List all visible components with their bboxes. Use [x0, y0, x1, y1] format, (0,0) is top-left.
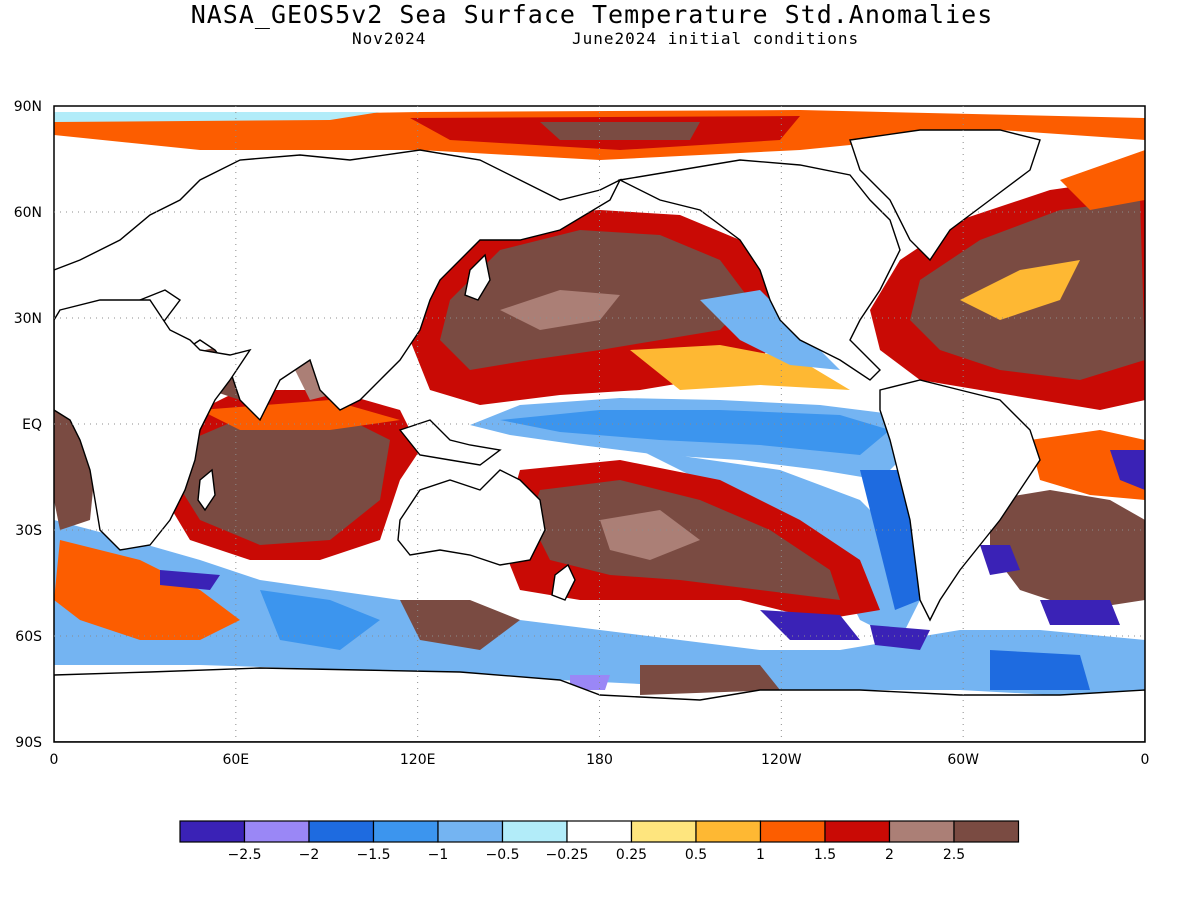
land-south-america — [879, 379, 1041, 622]
legend-swatch — [437, 820, 504, 843]
lat-tick-label: 90S — [15, 735, 42, 751]
legend-swatch — [695, 820, 762, 843]
longitude-labels: 0 60E 120E 180 120W 60W 0 — [50, 752, 1150, 768]
legend-label: 2.5 — [943, 847, 965, 863]
legend-swatch — [953, 820, 1020, 843]
legend-swatch — [888, 820, 955, 843]
legend-label: 2 — [885, 847, 894, 863]
legend-label: 0.25 — [616, 847, 647, 863]
lat-tick-label: 90N — [14, 99, 42, 115]
lat-tick-label: 30S — [15, 523, 42, 539]
land-madagascar — [197, 468, 216, 512]
land-africa — [54, 299, 252, 551]
legend-label: −1 — [428, 847, 449, 863]
lat-tick-label: 30N — [14, 311, 42, 327]
lat-tick-label: EQ — [22, 417, 42, 433]
legend-label: −0.5 — [486, 847, 520, 863]
legend-swatch — [501, 820, 568, 843]
legend-label: −0.25 — [546, 847, 589, 863]
latitude-labels: 90N 60N 30N EQ 30S 60S 90S — [14, 99, 42, 751]
legend-swatch — [759, 820, 826, 843]
lon-tick-label: 60E — [222, 752, 249, 768]
lon-tick-label: 120W — [761, 752, 802, 768]
land-antarctica — [54, 667, 1145, 742]
lon-tick-label: 120E — [400, 752, 436, 768]
land-japan — [464, 253, 491, 301]
lon-tick-label: 0 — [1141, 752, 1150, 768]
initial-conditions: June2024 initial conditions — [572, 29, 860, 48]
legend-label: −2.5 — [228, 847, 262, 863]
lon-tick-label: 0 — [50, 752, 59, 768]
legend-swatch — [630, 820, 697, 843]
legend-label: 1.5 — [814, 847, 836, 863]
legend-label: −1.5 — [357, 847, 391, 863]
legend-swatch — [566, 820, 633, 843]
lat-tick-label: 60S — [15, 629, 42, 645]
legend-swatch — [308, 820, 375, 843]
legend-swatch — [372, 820, 439, 843]
legend-label: −2 — [299, 847, 320, 863]
lon-tick-label: 180 — [586, 752, 613, 768]
legend-label: 0.5 — [685, 847, 707, 863]
map-title: NASA_GEOS5v2 Sea Surface Temperature Std… — [190, 0, 994, 29]
legend-swatch — [243, 820, 310, 843]
lon-tick-label: 60W — [947, 752, 979, 768]
legend-label: 1 — [756, 847, 765, 863]
land-maritime-se-asia — [398, 419, 502, 466]
legend-swatch — [824, 820, 891, 843]
lat-tick-label: 60N — [14, 205, 42, 221]
forecast-month: Nov2024 — [352, 29, 427, 48]
land-north-america — [617, 159, 901, 381]
legend-swatch — [179, 820, 246, 843]
land-australia — [397, 469, 546, 566]
graticule — [54, 106, 1145, 742]
land-greenland — [849, 129, 1041, 262]
land-masses — [54, 129, 1145, 742]
color-legend: −2.5 −2 −1.5 −1 −0.5 −0.25 0.25 0.5 1 1.5 2 2.5 — [179, 820, 1020, 863]
land-new-zealand — [551, 563, 576, 601]
